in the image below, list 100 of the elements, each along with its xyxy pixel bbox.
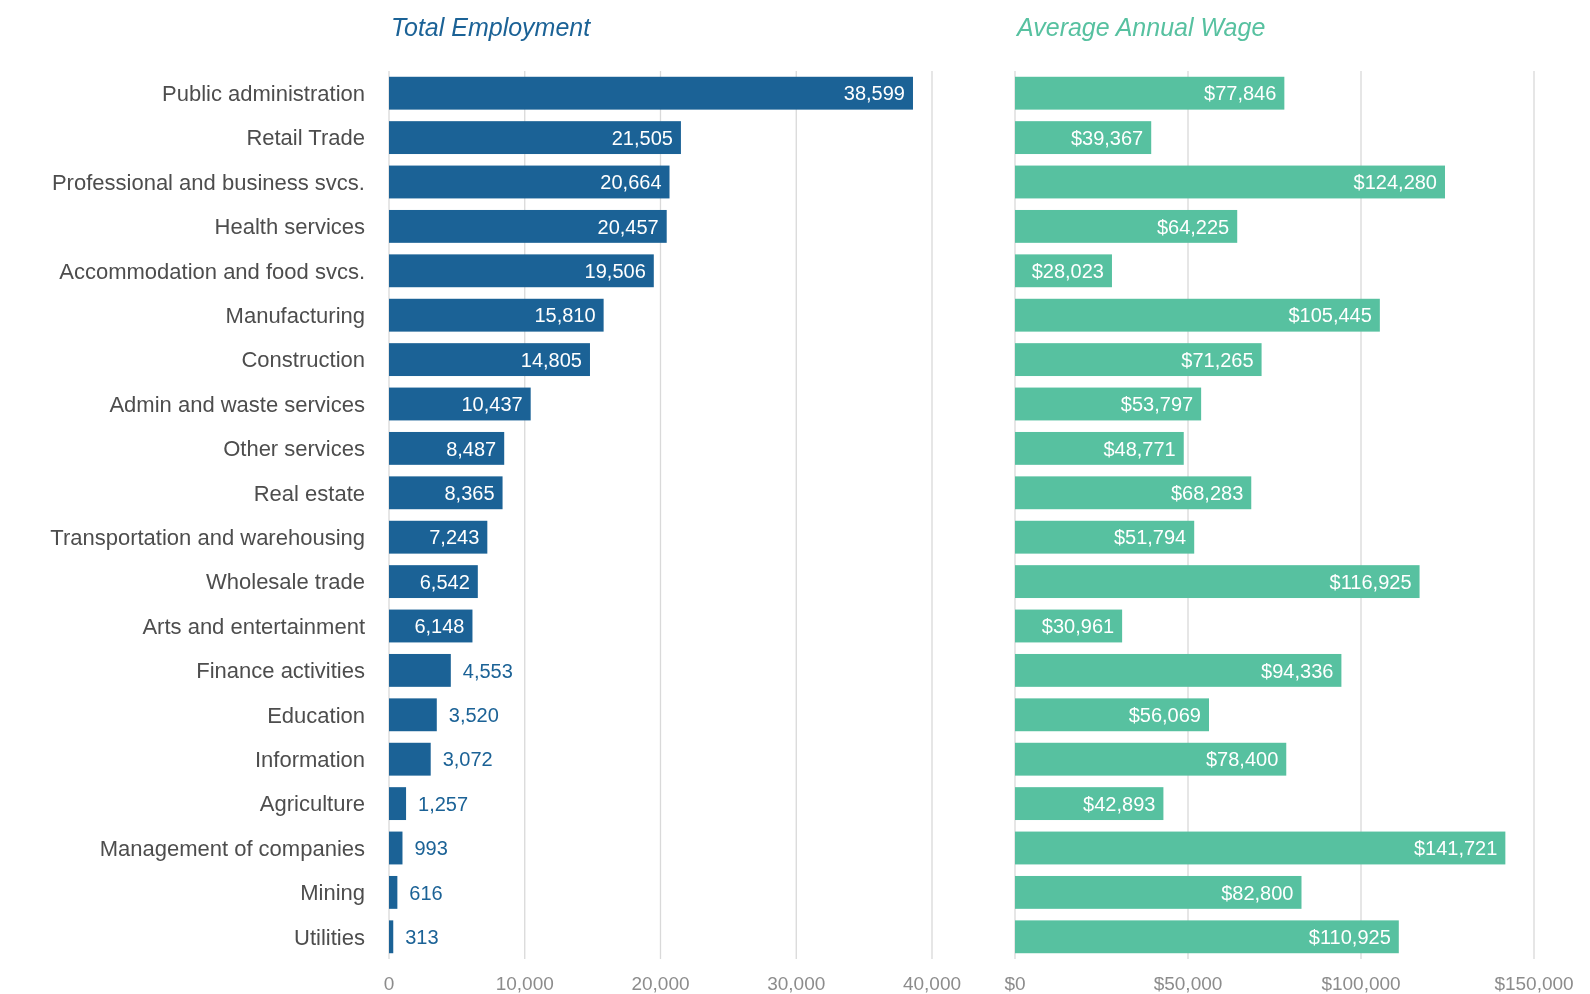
data-label: $68,283 [1170,482,1244,504]
y-tick-label: Utilities [294,924,365,950]
data-label: $39,367 [1070,126,1144,149]
y-tick-label: Transportation and warehousing [50,524,365,550]
data-label: $64,225 [1156,215,1230,238]
y-tick-label: Mining [300,880,365,906]
data-label: 1,257 [418,792,469,815]
x-tick-label: $0 [1004,973,1026,994]
x-tick-label: 10,000 [495,973,554,994]
data-label: $116,925 [1329,570,1412,593]
bar [389,254,654,288]
data-label: $124,280 [1353,171,1438,194]
data-label: 14,805 [520,348,582,371]
bar [1015,520,1195,554]
y-tick-label: Arts and entertainment [142,613,365,639]
x-tick-label: $100,000 [1321,973,1401,994]
data-label: $48,771 [1103,437,1176,460]
bar [389,742,431,776]
y-tick-label: Management of companies [99,835,365,861]
y-tick-label: Retail Trade [246,125,365,151]
data-label: 313 [405,926,439,948]
data-label: $77,846 [1204,82,1277,105]
y-tick-label: Agriculture [259,791,365,817]
y-tick-label: Professional and business svcs. [51,169,365,195]
data-label: 10,437 [461,393,523,416]
y-tick-label: Finance activities [196,658,365,684]
bar [1015,698,1209,732]
y-tick-label: Information [254,746,365,772]
y-tick-label: Wholesale trade [206,569,365,595]
bar [1015,565,1420,599]
bar [389,121,681,155]
bar [389,343,590,377]
data-label: 3,072 [442,748,493,771]
bar [389,209,667,243]
y-tick-label: Public administration [162,80,365,106]
data-label: $94,336 [1261,659,1334,682]
data-label: $110,925 [1308,926,1391,948]
bar [389,165,670,199]
data-label: 993 [414,837,448,860]
bar [1015,209,1238,243]
bar [1015,165,1446,199]
data-label: 8,487 [446,437,497,460]
bar [389,76,913,110]
y-tick-label: Admin and waste services [109,391,365,417]
bar [389,653,451,687]
data-label: $78,400 [1205,748,1279,771]
data-label: $28,023 [1031,260,1104,282]
bar [389,431,505,465]
chart-title: Average Annual Wage [1015,13,1266,41]
bar [1015,920,1399,954]
data-label: 15,810 [534,304,596,327]
bar [1015,742,1287,776]
data-label: 19,506 [584,260,646,282]
data-label: $105,445 [1288,304,1372,327]
data-label: 616 [409,881,443,904]
x-tick-label: 20,000 [631,973,690,994]
x-tick-label: $50,000 [1153,973,1223,994]
y-tick-label: Manufacturing [225,302,365,328]
y-tick-label: Education [267,702,365,728]
y-tick-label: Health services [214,214,365,240]
bar [1015,298,1380,332]
y-tick-label: Other services [223,436,365,462]
data-label: 8,365 [444,482,495,504]
bar [389,698,437,732]
data-label: $53,797 [1120,393,1194,416]
data-label: 6,542 [419,570,470,593]
data-label: 38,599 [843,82,905,105]
data-label: $71,265 [1181,348,1254,371]
x-tick-label: $150,000 [1494,973,1574,994]
data-label: 7,243 [429,526,480,549]
bar [389,787,407,821]
bar [389,476,503,510]
data-label: $30,961 [1041,615,1115,638]
bar [1015,431,1184,465]
y-tick-label: Construction [241,347,365,373]
bar [389,520,488,554]
bar [389,875,398,909]
data-label: 6,148 [414,615,465,638]
x-tick-label: 0 [383,973,395,994]
bar [1015,76,1285,110]
y-tick-label: Real estate [253,480,365,506]
data-label: 20,664 [600,171,662,194]
bar [389,831,403,865]
data-label: $56,069 [1128,704,1201,726]
data-label: $42,893 [1083,792,1156,815]
x-tick-label: 40,000 [902,973,962,994]
bar [1015,653,1342,687]
bar [389,298,604,332]
bar [1015,875,1302,909]
data-label: $82,800 [1221,881,1294,904]
x-tick-label: 30,000 [767,973,826,994]
bar [1015,476,1252,510]
bar [1015,343,1262,377]
data-label: 20,457 [597,215,659,238]
data-label: 3,520 [448,704,499,726]
bar [1015,831,1506,865]
y-tick-label: Accommodation and food svcs. [59,258,365,284]
data-label: $51,794 [1113,526,1187,549]
data-label: $141,721 [1413,837,1498,860]
bar [389,920,394,954]
